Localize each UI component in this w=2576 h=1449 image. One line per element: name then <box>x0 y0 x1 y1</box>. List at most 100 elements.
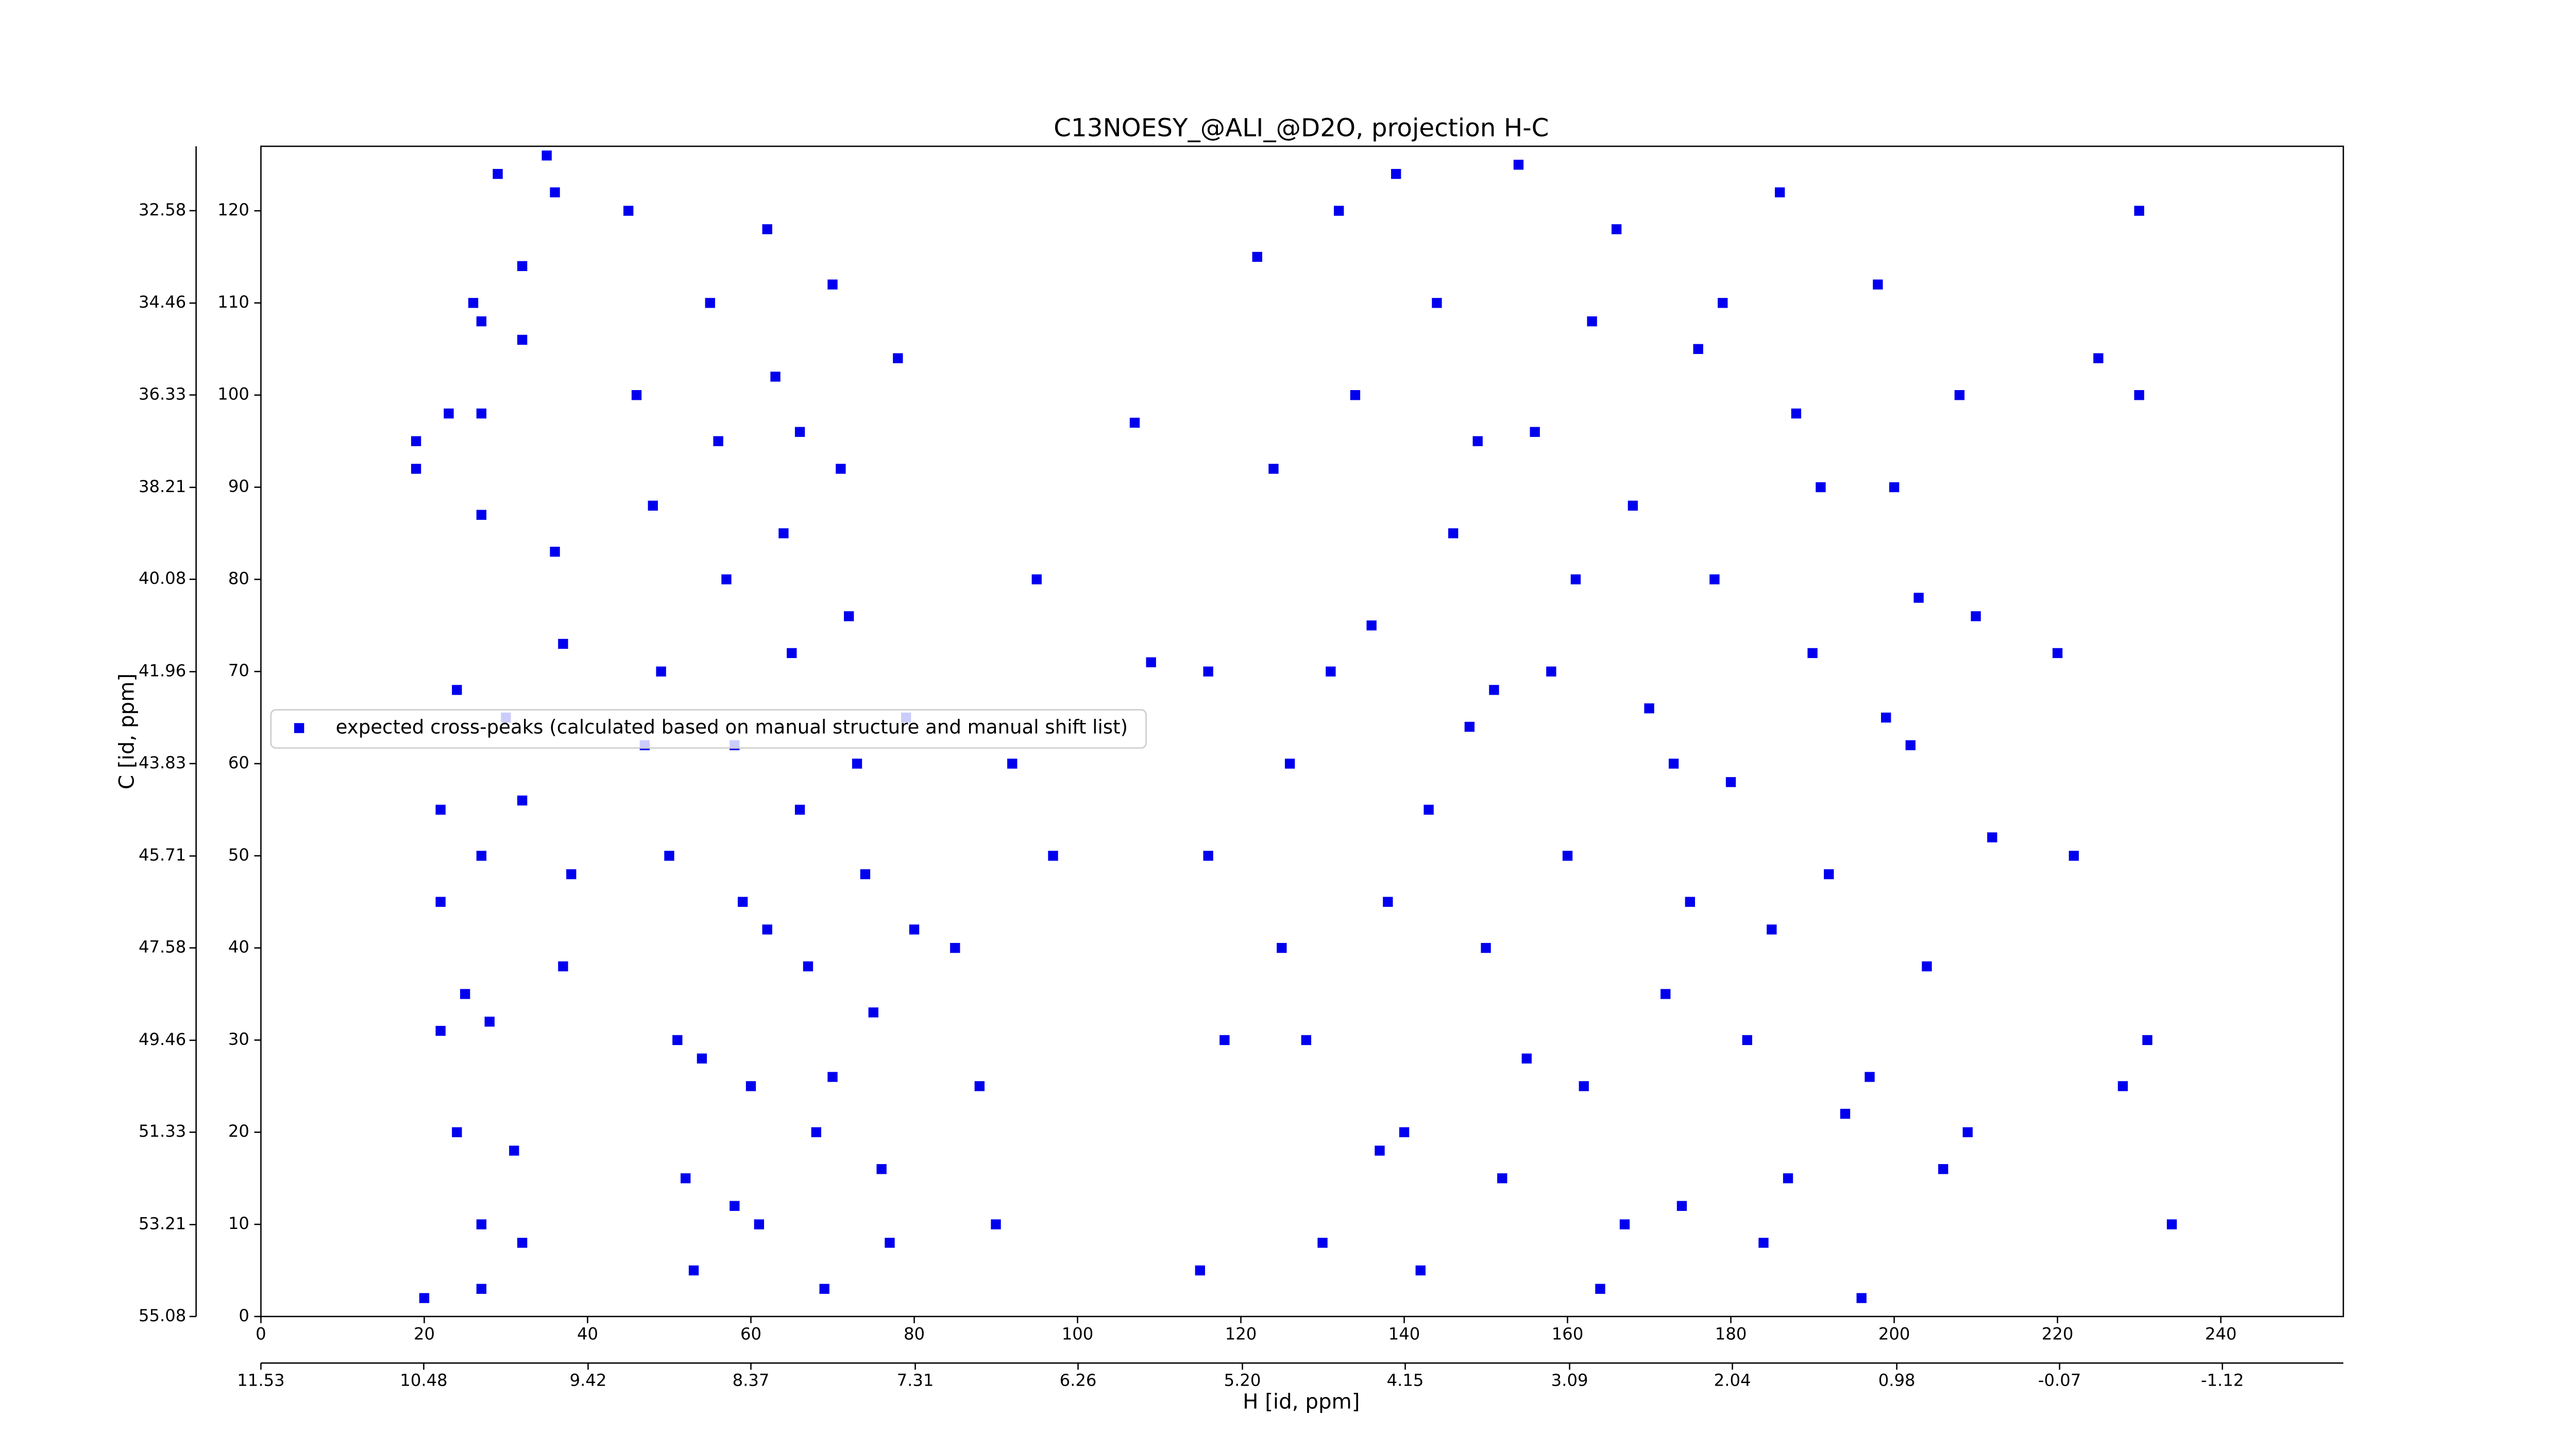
point <box>1497 1173 1507 1184</box>
point <box>1399 1127 1410 1137</box>
point <box>1579 1081 1589 1091</box>
legend-box <box>270 709 1147 749</box>
point <box>1881 712 1891 723</box>
point <box>1546 666 1556 677</box>
y-tick-label: 50 <box>228 845 249 865</box>
point <box>1326 666 1336 677</box>
point <box>1587 316 1597 327</box>
point <box>1146 657 1156 667</box>
point <box>1366 620 1377 631</box>
point <box>1962 1127 1973 1137</box>
point <box>1668 759 1679 769</box>
point <box>1725 777 1736 787</box>
point <box>1709 574 1720 585</box>
point <box>419 1293 430 1303</box>
x-tick-label: 140 <box>1388 1324 1420 1343</box>
x2-tick-label: -1.12 <box>2201 1371 2244 1390</box>
point <box>1048 851 1058 861</box>
point <box>1767 924 1777 935</box>
point <box>1334 206 1344 216</box>
y2-tick-label: 55.08 <box>139 1306 186 1325</box>
y-tick-label: 20 <box>228 1121 249 1141</box>
x2-tick-label: 4.15 <box>1387 1371 1424 1390</box>
point <box>1611 224 1622 234</box>
point <box>1415 1265 1426 1276</box>
x-tick-label: 200 <box>1878 1324 1910 1343</box>
point <box>819 1284 829 1294</box>
point <box>1938 1164 1948 1174</box>
point <box>476 1219 487 1229</box>
point <box>1513 159 1524 170</box>
point <box>435 1025 446 1036</box>
point <box>484 1016 495 1027</box>
point <box>435 804 446 815</box>
y-axis-label: C [id, ppm] <box>114 673 139 789</box>
point <box>1840 1108 1851 1119</box>
point <box>909 924 920 935</box>
point <box>1783 1173 1793 1184</box>
point <box>476 316 487 327</box>
x-tick-label: 40 <box>577 1324 598 1343</box>
y-tick-label: 110 <box>217 292 249 312</box>
point <box>713 436 723 446</box>
point <box>1816 482 1826 493</box>
x-tick-label: 240 <box>2205 1324 2237 1343</box>
y2-tick-label: 53.21 <box>139 1214 186 1234</box>
point <box>1562 851 1573 861</box>
point <box>1432 298 1442 308</box>
point <box>1301 1035 1312 1046</box>
point <box>1824 869 1834 880</box>
point <box>517 1238 528 1248</box>
x2-tick-label: 3.09 <box>1551 1371 1588 1390</box>
point <box>558 961 568 972</box>
point <box>1129 417 1140 428</box>
x-tick-label: 120 <box>1225 1324 1257 1343</box>
point <box>1775 187 1785 197</box>
point <box>435 897 446 907</box>
y2-tick-label: 36.33 <box>139 384 186 404</box>
y2-tick-label: 32.58 <box>139 200 186 220</box>
y-tick-label: 60 <box>228 753 249 772</box>
x2-tick-label: 5.20 <box>1224 1371 1261 1390</box>
y2-tick-label: 45.71 <box>139 845 186 865</box>
point <box>2142 1035 2153 1046</box>
point <box>1865 1072 1875 1082</box>
point <box>1660 989 1671 999</box>
y2-tick-label: 40.08 <box>139 568 186 588</box>
point <box>1489 685 1499 695</box>
y2-tick-label: 38.21 <box>139 477 186 496</box>
y-tick-label: 0 <box>239 1306 249 1325</box>
point <box>411 464 421 474</box>
point <box>1203 851 1213 861</box>
point <box>787 648 797 659</box>
x-tick-label: 220 <box>2042 1324 2074 1343</box>
point <box>836 464 846 474</box>
point <box>876 1164 887 1174</box>
point <box>1423 804 1434 815</box>
point <box>803 961 814 972</box>
point <box>1521 1053 1532 1064</box>
y2-tick-label: 43.83 <box>139 753 186 772</box>
point <box>1913 593 1924 603</box>
point <box>468 298 479 308</box>
point <box>778 528 789 538</box>
point <box>2069 851 2079 861</box>
point <box>1570 574 1581 585</box>
point <box>493 169 503 179</box>
point <box>844 611 854 621</box>
point <box>1219 1035 1230 1046</box>
x-tick-label: 100 <box>1062 1324 1094 1343</box>
point <box>1685 897 1696 907</box>
point <box>811 1127 821 1137</box>
point <box>550 187 560 197</box>
y2-tick-label: 41.96 <box>139 661 186 681</box>
plot-frame <box>260 145 2344 1318</box>
point <box>1383 897 1393 907</box>
point <box>1791 408 1802 419</box>
point <box>681 1173 691 1184</box>
point <box>762 224 772 234</box>
point <box>794 804 805 815</box>
point <box>1530 427 1540 437</box>
point <box>762 924 772 935</box>
